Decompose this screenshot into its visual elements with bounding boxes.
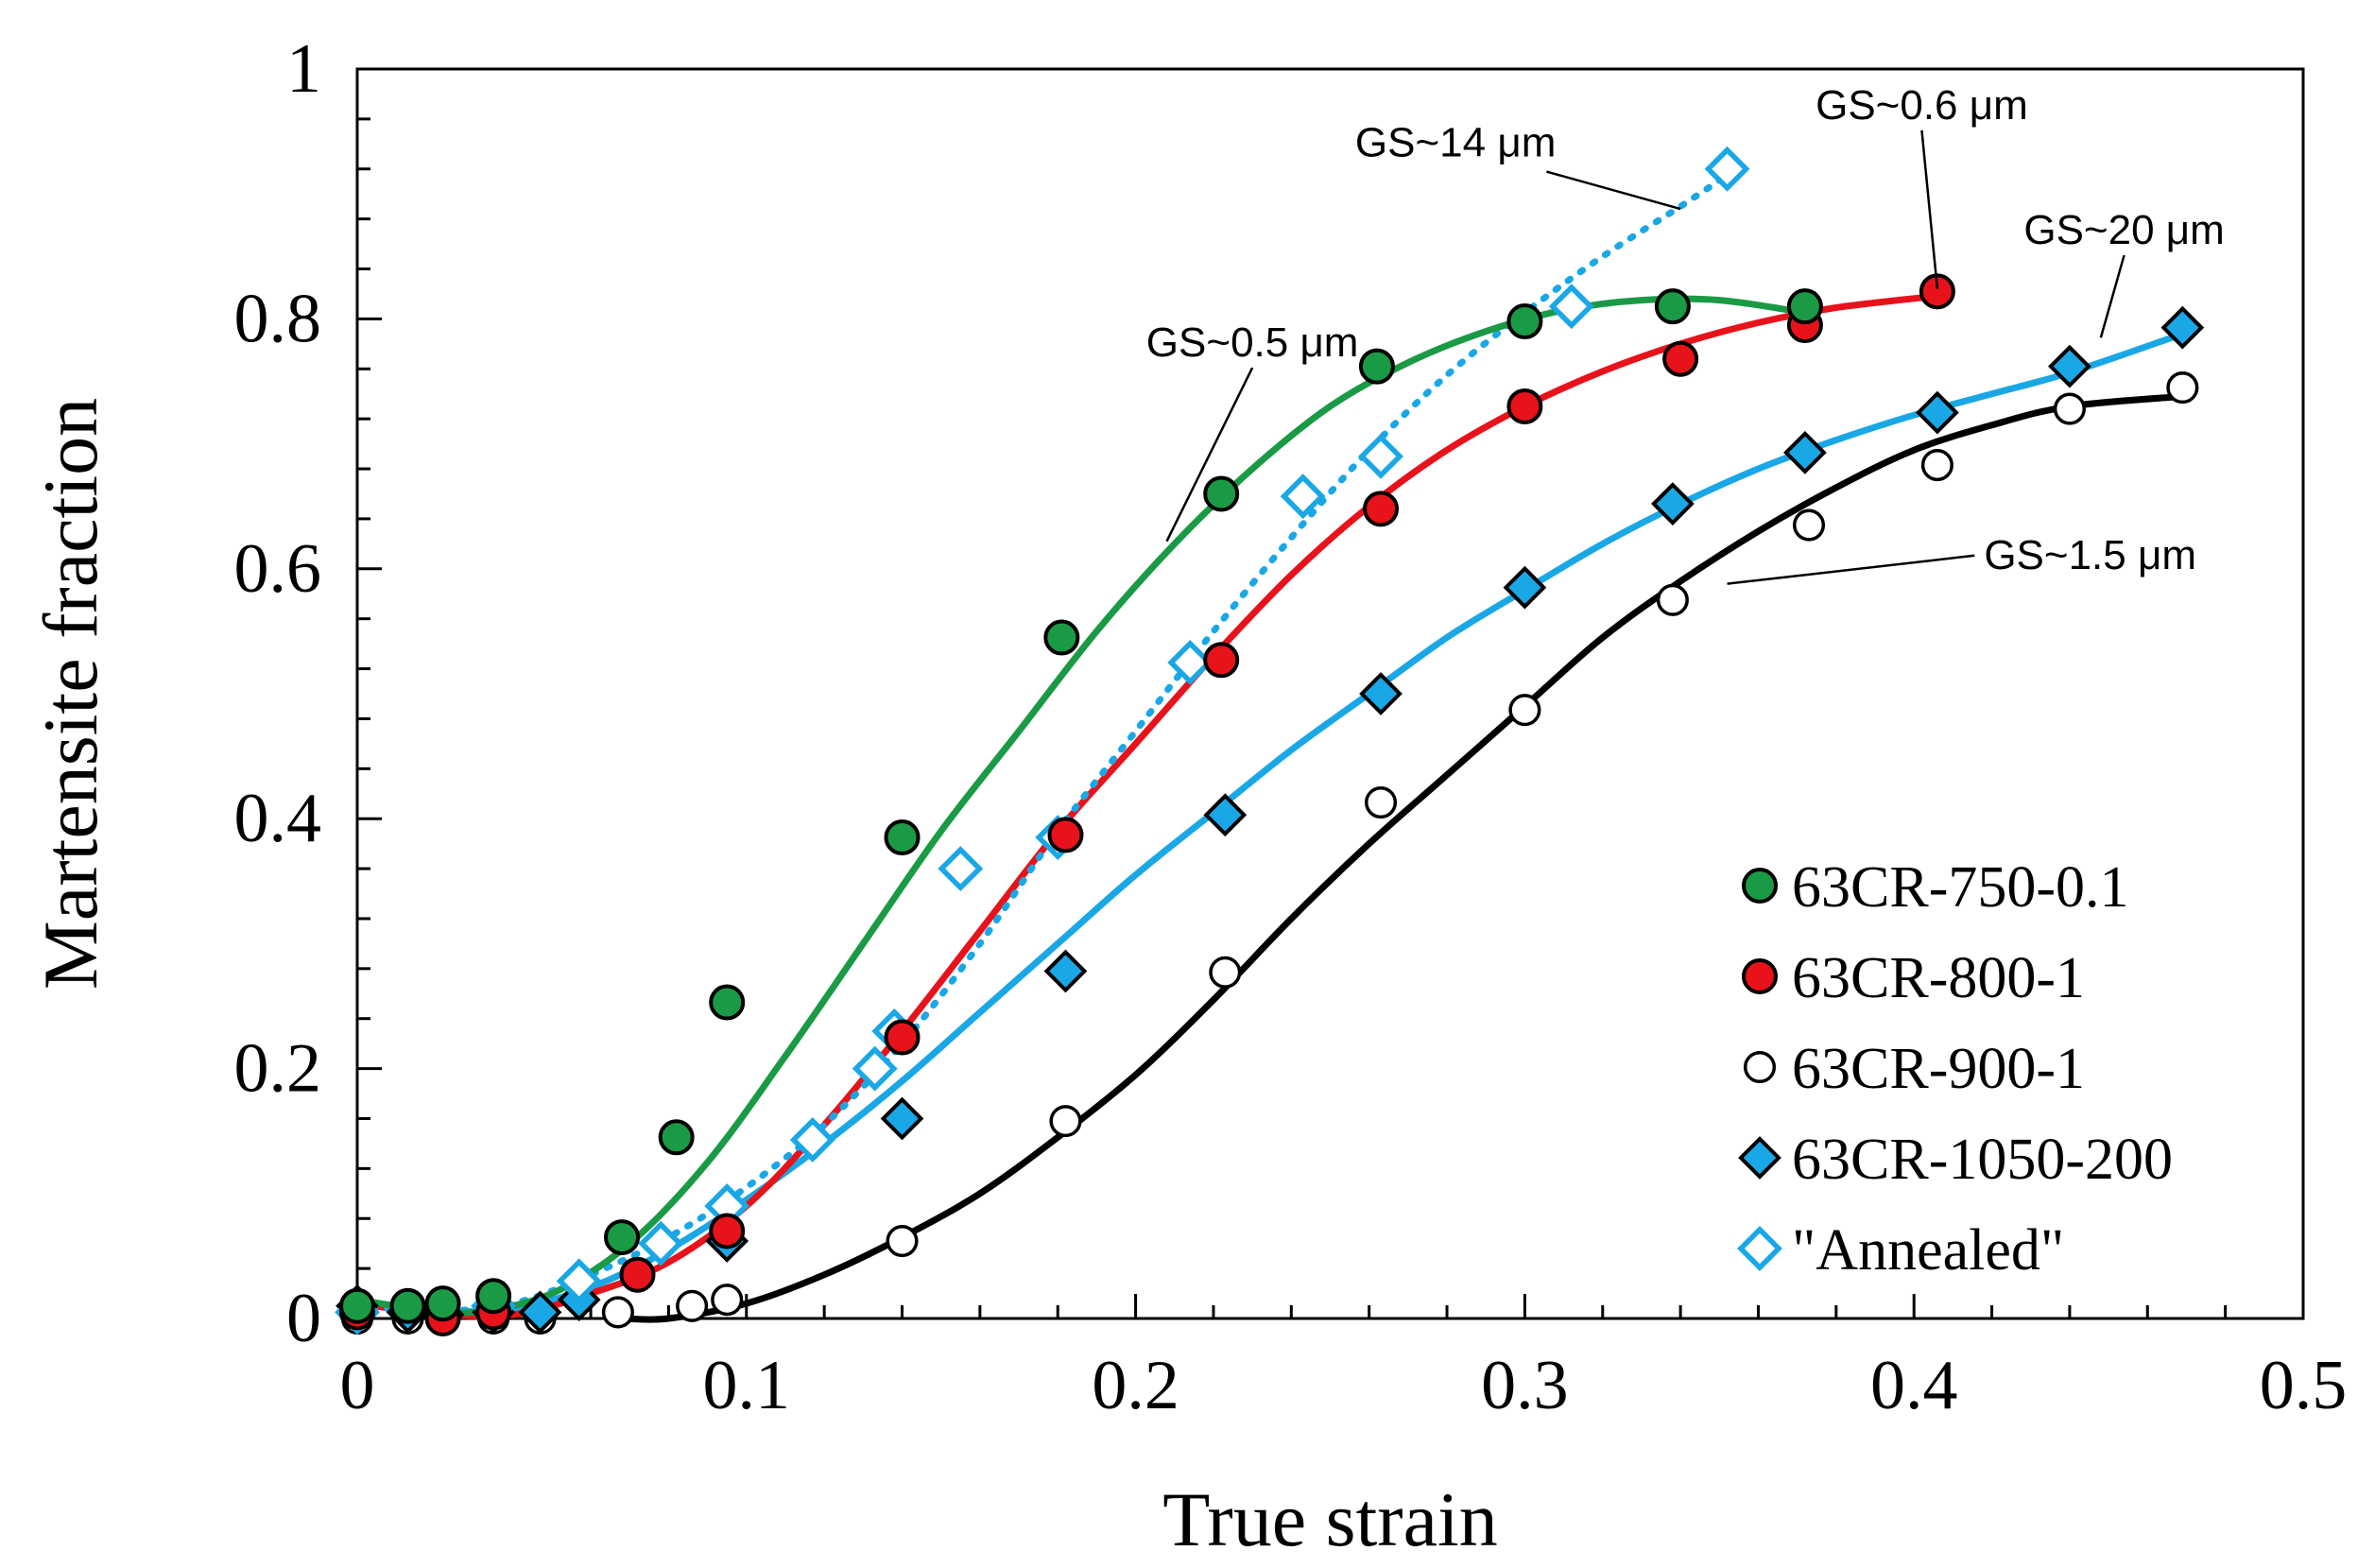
data-point-series-4 <box>852 1045 898 1092</box>
annotation-label-2: GS~20 μm <box>2023 207 2224 253</box>
data-point-series-1 <box>1662 340 1699 377</box>
x-tick-label: 0.1 <box>703 1347 791 1424</box>
annotation-label-4: GS~1.5 μm <box>1984 532 2196 578</box>
x-tick-label: 0.5 <box>2260 1347 2348 1424</box>
data-point-series-0 <box>1043 619 1080 656</box>
data-point-series-4 <box>556 1258 602 1304</box>
data-point-series-4 <box>638 1220 684 1266</box>
annotation-label-1: GS~0.6 μm <box>1816 82 2028 129</box>
legend-marker-4 <box>1737 1226 1782 1271</box>
annotations: GS~14 μm GS~0.6 μm GS~20 μm GS~0.5 μm GS~1.5… <box>1146 82 2225 585</box>
data-point-series-2 <box>1656 583 1689 616</box>
data-point-series-3 <box>1503 565 1547 610</box>
plot-frame <box>355 67 2305 1320</box>
legend-marker-1 <box>1742 958 1778 994</box>
annotation-leader-1 <box>1920 129 1939 289</box>
legend-label-4: "Annealed" <box>1792 1218 2064 1283</box>
data-point-series-0 <box>604 1219 641 1256</box>
data-point-series-3 <box>2048 344 2091 388</box>
legend-label-2: 63CR-900-1 <box>1792 1037 2085 1101</box>
data-point-series-3 <box>2160 305 2205 350</box>
data-point-series-2 <box>676 1289 709 1322</box>
data-point-series-3 <box>1916 390 1959 435</box>
data-point-series-4 <box>1704 146 1750 192</box>
legend-marker-2 <box>1743 1050 1777 1084</box>
data-point-series-0 <box>658 1119 695 1156</box>
data-point-series-2 <box>711 1284 744 1317</box>
data-point-series-1 <box>884 1019 921 1056</box>
data-point-series-0 <box>1786 288 1823 325</box>
x-tick-label: 0.3 <box>1481 1347 1569 1424</box>
data-point-series-3 <box>880 1096 924 1141</box>
data-points <box>335 146 2205 1336</box>
legend: 63CR-750-0.1 63CR-800-1 63CR-900-1 63CR-105… <box>1737 855 2173 1283</box>
y-tick-label: 1 <box>286 30 321 108</box>
x-tick-label: 0 <box>340 1347 375 1424</box>
data-point-series-1 <box>1203 642 1240 679</box>
data-point-series-1 <box>1047 817 1084 853</box>
y-tick-label: 0.8 <box>234 280 322 357</box>
legend-label-0: 63CR-750-0.1 <box>1792 855 2129 920</box>
data-point-series-4 <box>1280 474 1326 520</box>
data-point-series-0 <box>1654 288 1691 325</box>
annotation-label-0: GS~14 μm <box>1355 120 1556 166</box>
fit-curve-2 <box>618 392 2186 1323</box>
y-tick-label: 0.2 <box>234 1030 322 1108</box>
data-point-series-3 <box>518 1290 562 1335</box>
data-point-series-1 <box>709 1213 746 1249</box>
data-point-series-0 <box>884 819 921 856</box>
data-point-series-2 <box>1049 1105 1082 1138</box>
data-point-series-2 <box>2053 392 2086 425</box>
data-point-series-4 <box>1548 284 1594 330</box>
annotation-label-3: GS~0.5 μm <box>1146 319 1359 366</box>
data-point-series-0 <box>424 1285 461 1322</box>
data-point-series-0 <box>1506 303 1543 340</box>
data-point-series-2 <box>1508 694 1541 727</box>
y-tick-label: 0.6 <box>234 530 322 608</box>
data-point-series-2 <box>886 1224 919 1258</box>
data-point-series-0 <box>709 984 746 1021</box>
legend-label-3: 63CR-1050-200 <box>1792 1128 2173 1192</box>
data-point-series-3 <box>1043 949 1088 993</box>
data-point-series-2 <box>1792 508 1826 542</box>
legend-marker-0 <box>1742 868 1778 904</box>
data-point-series-3 <box>1650 482 1695 526</box>
data-point-series-3 <box>1359 672 1403 715</box>
data-point-series-4 <box>1167 640 1213 685</box>
annotation-leader-0 <box>1546 170 1681 211</box>
x-tick-label: 0.2 <box>1092 1347 1179 1424</box>
legend-marker-3 <box>1738 1136 1781 1180</box>
data-point-series-0 <box>475 1278 512 1315</box>
data-point-series-4 <box>938 846 984 892</box>
data-point-series-0 <box>1203 475 1240 512</box>
data-point-series-1 <box>619 1256 656 1293</box>
data-point-series-2 <box>1209 956 1242 989</box>
annotation-leader-2 <box>2099 254 2125 338</box>
x-axis-title: True strain <box>1162 1476 1498 1562</box>
data-point-series-2 <box>1920 449 1953 482</box>
data-point-series-2 <box>1364 785 1398 819</box>
data-point-series-3 <box>1203 793 1248 837</box>
annotation-leader-3 <box>1165 367 1254 543</box>
y-tick-label: 0.4 <box>234 780 322 857</box>
data-point-series-0 <box>389 1287 426 1324</box>
data-point-series-4 <box>1358 433 1403 479</box>
legend-label-1: 63CR-800-1 <box>1792 946 2085 1010</box>
y-axis-title: Martensite fraction <box>27 398 113 990</box>
annotation-leader-4 <box>1727 554 1975 585</box>
data-point-series-3 <box>1783 430 1827 474</box>
y-tick-label: 0 <box>286 1280 321 1357</box>
data-point-series-0 <box>1358 348 1395 385</box>
data-point-series-1 <box>1919 273 1955 310</box>
data-point-series-4 <box>789 1117 835 1163</box>
data-point-series-1 <box>1363 491 1400 527</box>
data-point-series-0 <box>339 1287 375 1324</box>
data-point-series-2 <box>601 1296 634 1329</box>
axes: 0 0.1 0.2 0.3 0.4 0.5 0 0.2 0.4 0.6 0.8 1 <box>234 30 2348 1424</box>
x-tick-label: 0.4 <box>1870 1347 1958 1424</box>
data-point-series-1 <box>1506 388 1543 424</box>
data-point-series-2 <box>2166 371 2199 405</box>
